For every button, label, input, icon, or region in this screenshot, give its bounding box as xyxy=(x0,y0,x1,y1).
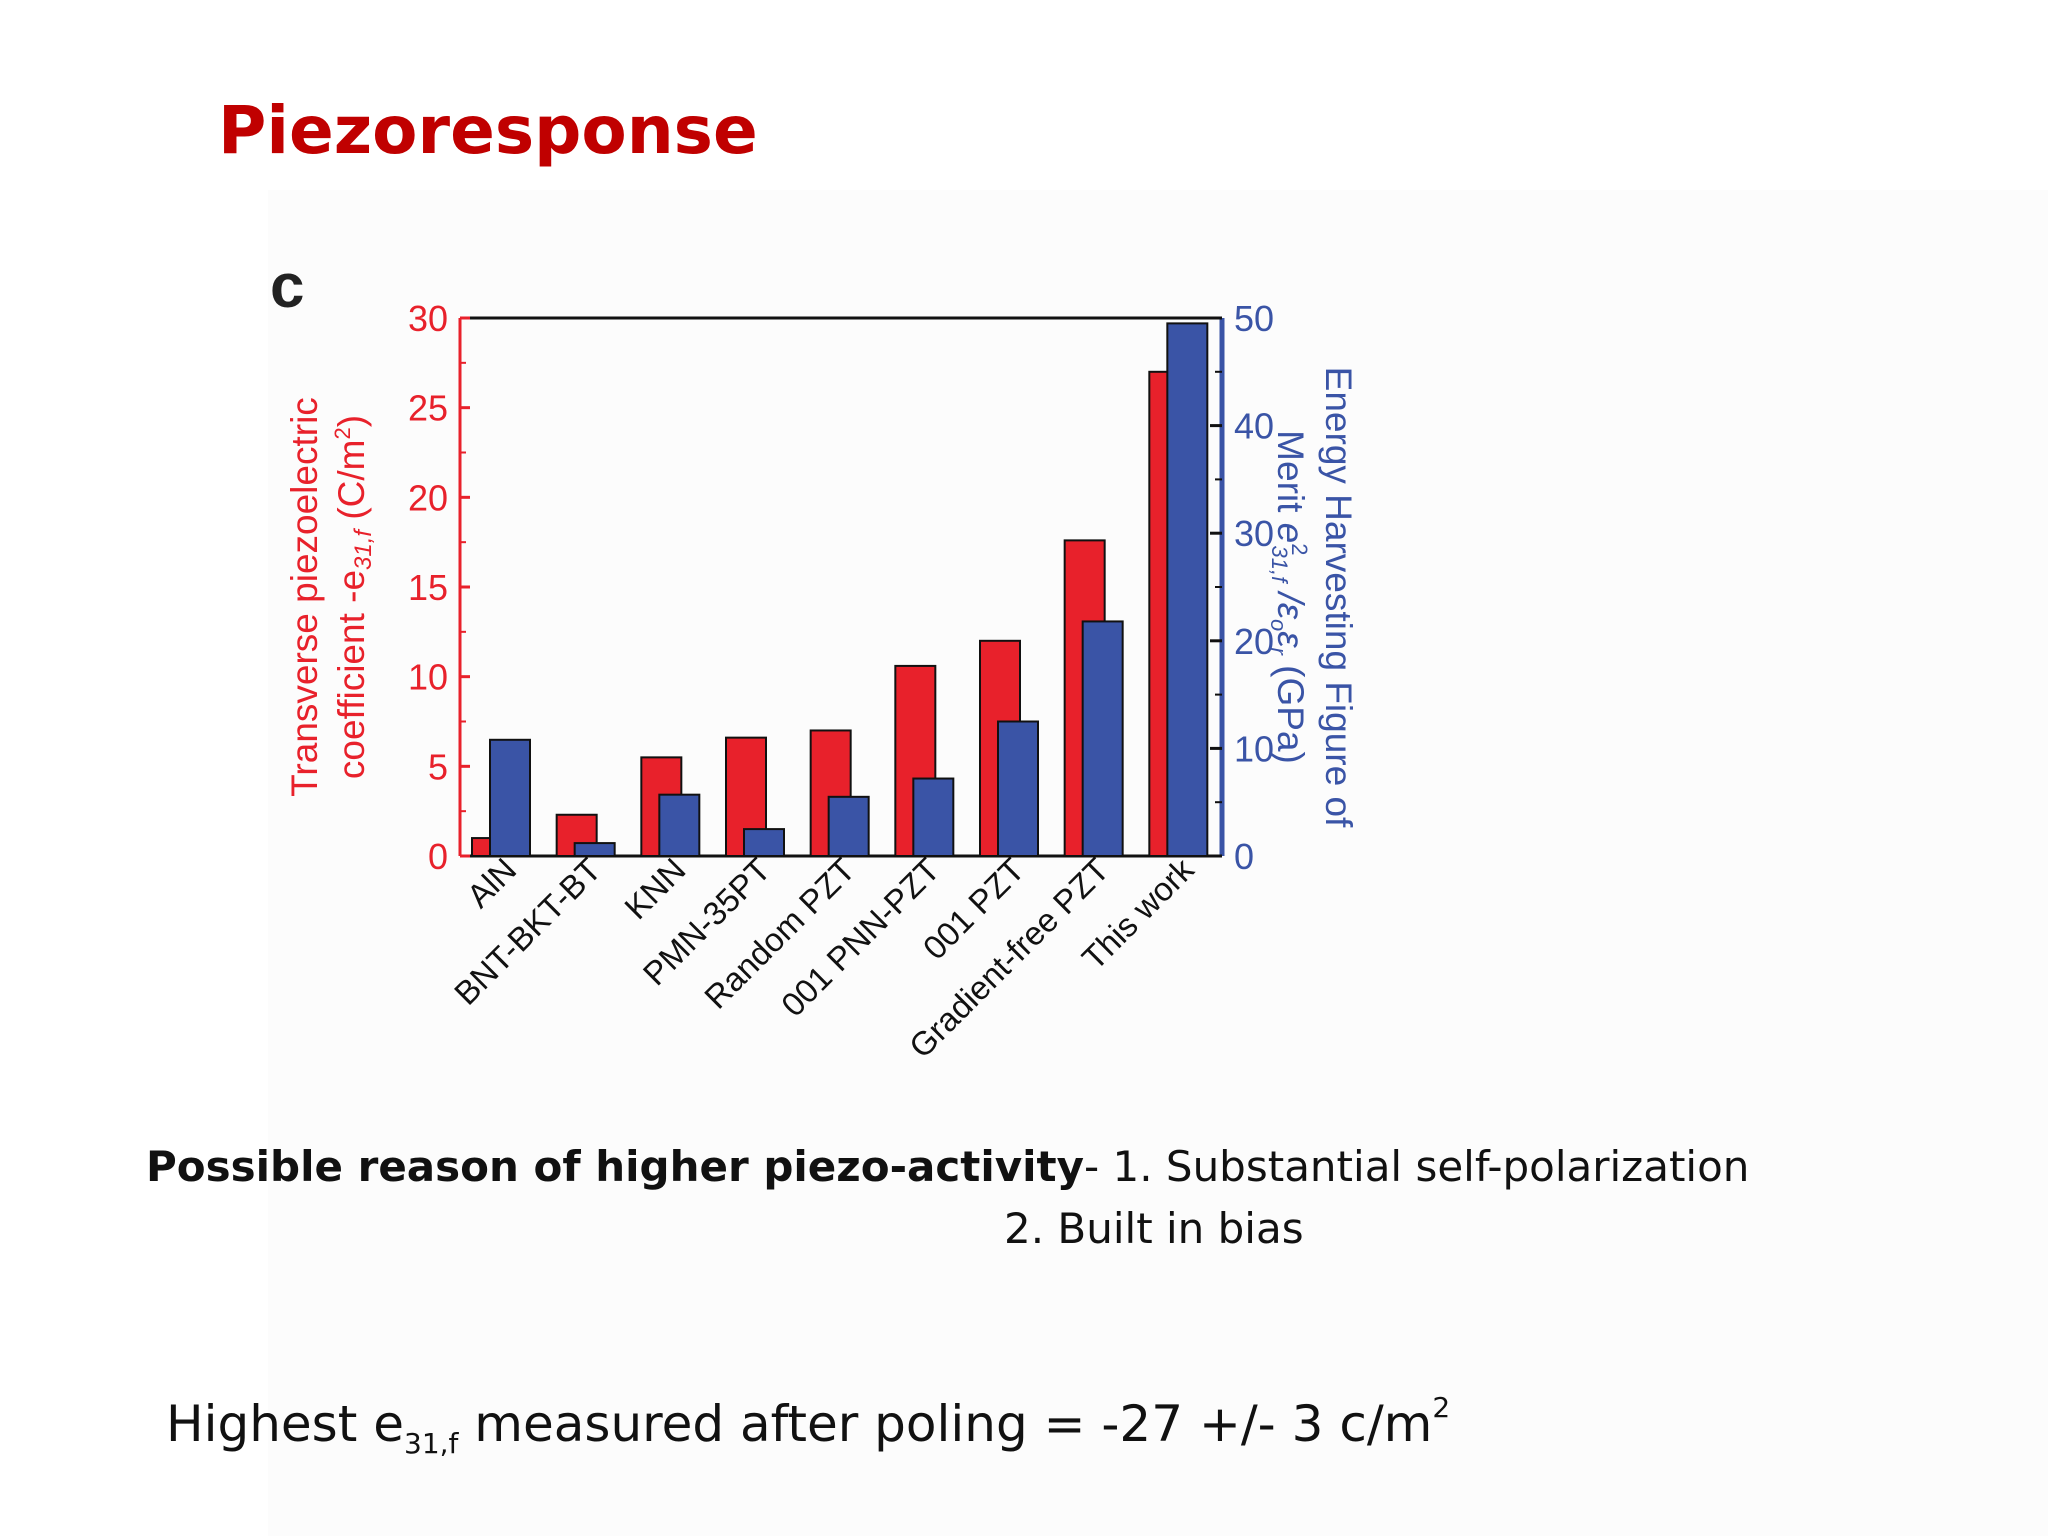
category-label: KNN xyxy=(617,851,692,926)
bar-chart: c Transverse piezoelectric coefficient -… xyxy=(270,252,1359,1065)
left-tick-label: 0 xyxy=(428,836,448,877)
right-tick-label: 40 xyxy=(1234,406,1274,447)
left-axis-title-line2: coefficient -e31,f (C/m2) xyxy=(330,415,377,779)
left-axis-title: Transverse piezoelectric coefficient -e3… xyxy=(284,397,377,797)
bar-blue xyxy=(658,793,701,858)
bar-blue xyxy=(1166,322,1209,857)
left-tick-label: 30 xyxy=(408,298,448,339)
left-tick-label: 10 xyxy=(408,657,448,698)
category-label: BNT-BKT-BT xyxy=(447,851,608,1012)
left-tick-label: 25 xyxy=(408,388,448,429)
right-axis-title-line2: Merit e231,f /εoεr (GPa) xyxy=(1266,430,1312,764)
bar-blue xyxy=(827,795,870,858)
bar-blue xyxy=(1081,620,1124,857)
reason-item-2: 2. Built in bias xyxy=(1004,1204,1304,1253)
highest-measurement: Highest e31,f measured after poling = -2… xyxy=(166,1394,1450,1458)
reason-item-1: 1. Substantial self-polarization xyxy=(1112,1142,1750,1191)
slide-title: Piezoresponse xyxy=(218,92,758,169)
panel-label: c xyxy=(270,252,304,321)
highest-superscript: 2 xyxy=(1432,1391,1451,1424)
bar-blue xyxy=(489,738,531,857)
highest-prefix: Highest e xyxy=(166,1395,404,1453)
left-axis-title-line1: Transverse piezoelectric xyxy=(284,397,325,797)
right-tick-label: 10 xyxy=(1234,728,1274,769)
reason-separator: - xyxy=(1083,1142,1113,1191)
highest-subscript: 31,f xyxy=(404,1427,459,1460)
right-axis-title-line1: Energy Harvesting Figure of xyxy=(1318,367,1359,828)
bar-blue xyxy=(743,828,785,857)
category-label: AlN xyxy=(460,851,524,915)
bar-blue xyxy=(573,842,616,858)
right-tick-label: 50 xyxy=(1234,298,1274,339)
bar-blue xyxy=(997,720,1039,857)
right-tick-label: 0 xyxy=(1234,836,1254,877)
highest-text: measured after poling = -27 +/- 3 c/m xyxy=(458,1395,1433,1453)
left-tick-label: 20 xyxy=(408,477,448,518)
bar-blue xyxy=(912,777,955,858)
right-axis-title: Energy Harvesting Figure of Merit e231,f… xyxy=(1266,367,1359,828)
right-tick-label: 30 xyxy=(1234,513,1274,554)
reason-line: Possible reason of higher piezo-activity… xyxy=(146,1146,1749,1188)
left-tick-label: 5 xyxy=(428,746,448,787)
right-tick-label: 20 xyxy=(1234,621,1274,662)
left-tick-label: 15 xyxy=(408,567,448,608)
reason-label: Possible reason of higher piezo-activity xyxy=(146,1142,1084,1191)
